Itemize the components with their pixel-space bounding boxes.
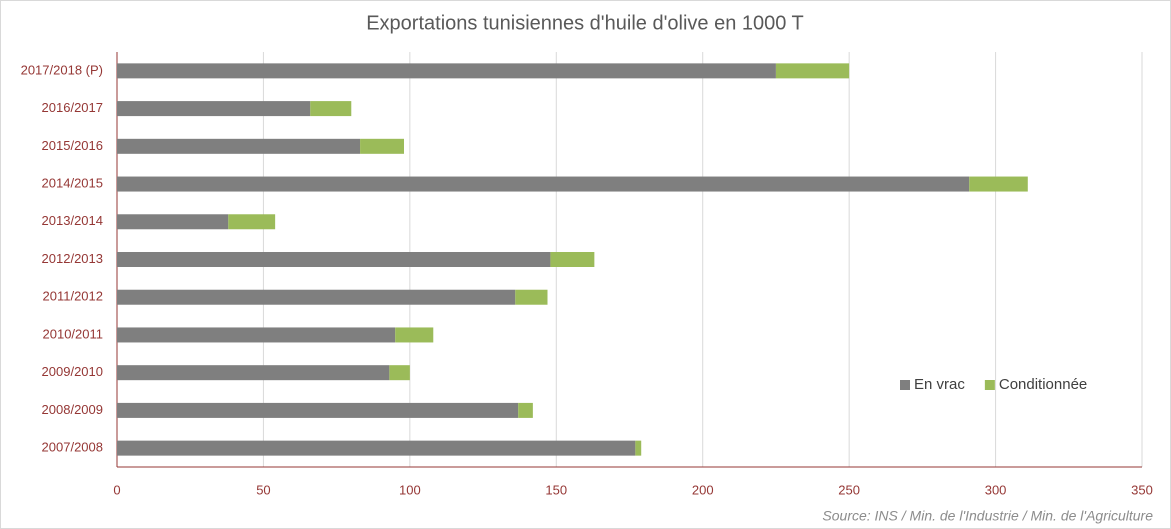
bar-segment bbox=[117, 214, 229, 230]
legend-label: En vrac bbox=[914, 376, 965, 393]
x-tick-label: 100 bbox=[399, 482, 421, 497]
y-tick-label: 2012/2013 bbox=[42, 251, 103, 266]
chart-title: Exportations tunisiennes d'huile d'olive… bbox=[366, 12, 804, 34]
bar-segment bbox=[635, 440, 642, 456]
bar-segment bbox=[117, 289, 516, 305]
bar-segment bbox=[117, 402, 519, 418]
bar-segment bbox=[518, 402, 533, 418]
bar-segment bbox=[117, 365, 390, 381]
y-tick-label: 2007/2008 bbox=[42, 440, 103, 455]
bar-segment bbox=[117, 101, 311, 117]
y-tick-label: 2013/2014 bbox=[42, 213, 103, 228]
bar-segment bbox=[550, 252, 595, 267]
source-note: Source: INS / Min. de l'Industrie / Min.… bbox=[822, 508, 1153, 524]
y-tick-label: 2014/2015 bbox=[42, 175, 103, 190]
bar-segment bbox=[360, 138, 404, 154]
x-tick-label: 0 bbox=[113, 482, 120, 497]
bar-segment bbox=[389, 365, 410, 381]
bar-segment bbox=[117, 440, 636, 456]
x-tick-label: 300 bbox=[985, 482, 1007, 497]
bar-segment bbox=[117, 252, 551, 267]
bar-segment bbox=[117, 138, 361, 154]
bar-segment bbox=[117, 63, 776, 79]
bar-segment bbox=[117, 327, 396, 343]
y-tick-label: 2010/2011 bbox=[43, 326, 104, 341]
x-tick-label: 150 bbox=[545, 482, 567, 497]
legend-swatch bbox=[900, 380, 910, 390]
bar-segment bbox=[515, 289, 548, 305]
legend-swatch bbox=[984, 380, 995, 390]
legend-label: Conditionnée bbox=[999, 376, 1087, 393]
bar-segment bbox=[969, 176, 1028, 192]
bar-segment bbox=[310, 101, 352, 117]
bar-segment bbox=[775, 63, 850, 79]
y-tick-label: 2011/2012 bbox=[43, 289, 104, 304]
bar-segment bbox=[228, 214, 276, 230]
y-tick-label: 2016/2017 bbox=[42, 100, 103, 115]
x-tick-label: 250 bbox=[838, 482, 860, 497]
bar-segment bbox=[117, 176, 970, 192]
bar-segment bbox=[395, 327, 434, 343]
x-tick-label: 200 bbox=[692, 482, 714, 497]
x-tick-label: 50 bbox=[256, 482, 270, 497]
y-tick-label: 2017/2018 (P) bbox=[21, 62, 103, 77]
x-tick-label: 350 bbox=[1131, 482, 1153, 497]
y-tick-label: 2009/2010 bbox=[42, 364, 103, 379]
y-tick-label: 2015/2016 bbox=[42, 138, 103, 153]
y-tick-label: 2008/2009 bbox=[42, 402, 103, 417]
